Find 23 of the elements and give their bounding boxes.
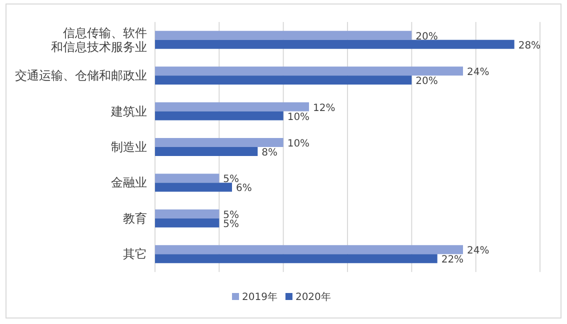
data-label: 24% <box>467 67 490 78</box>
data-label: 20% <box>416 31 438 42</box>
y-tick-label: 其它 <box>123 247 147 262</box>
data-label: 6% <box>236 183 252 194</box>
y-tick-label: 教育 <box>123 211 147 226</box>
data-label: 24% <box>467 246 490 257</box>
data-label: 8% <box>262 148 278 158</box>
y-tick-label: 信息传输、软件和信息技术服务业 <box>51 26 147 54</box>
data-label: 5% <box>223 174 240 186</box>
data-label: 10% <box>287 138 310 150</box>
data-label: 5% <box>223 218 240 230</box>
data-label: 20% <box>416 76 438 88</box>
y-tick-label: 金融业 <box>111 176 147 190</box>
data-label: 12% <box>313 102 336 114</box>
y-tick-label: 建筑业 <box>110 104 147 118</box>
legend-label: 2019年 <box>242 291 278 303</box>
data-label: 10% <box>287 112 310 123</box>
data-label: 5% <box>223 210 240 221</box>
y-tick-label: 交通运输、仓储和邮政业 <box>15 68 147 83</box>
legend-label: 2020年 <box>295 291 331 303</box>
data-label: 22% <box>441 254 464 266</box>
data-label: 28% <box>518 40 541 52</box>
y-tick-label: 制造业 <box>111 140 147 154</box>
